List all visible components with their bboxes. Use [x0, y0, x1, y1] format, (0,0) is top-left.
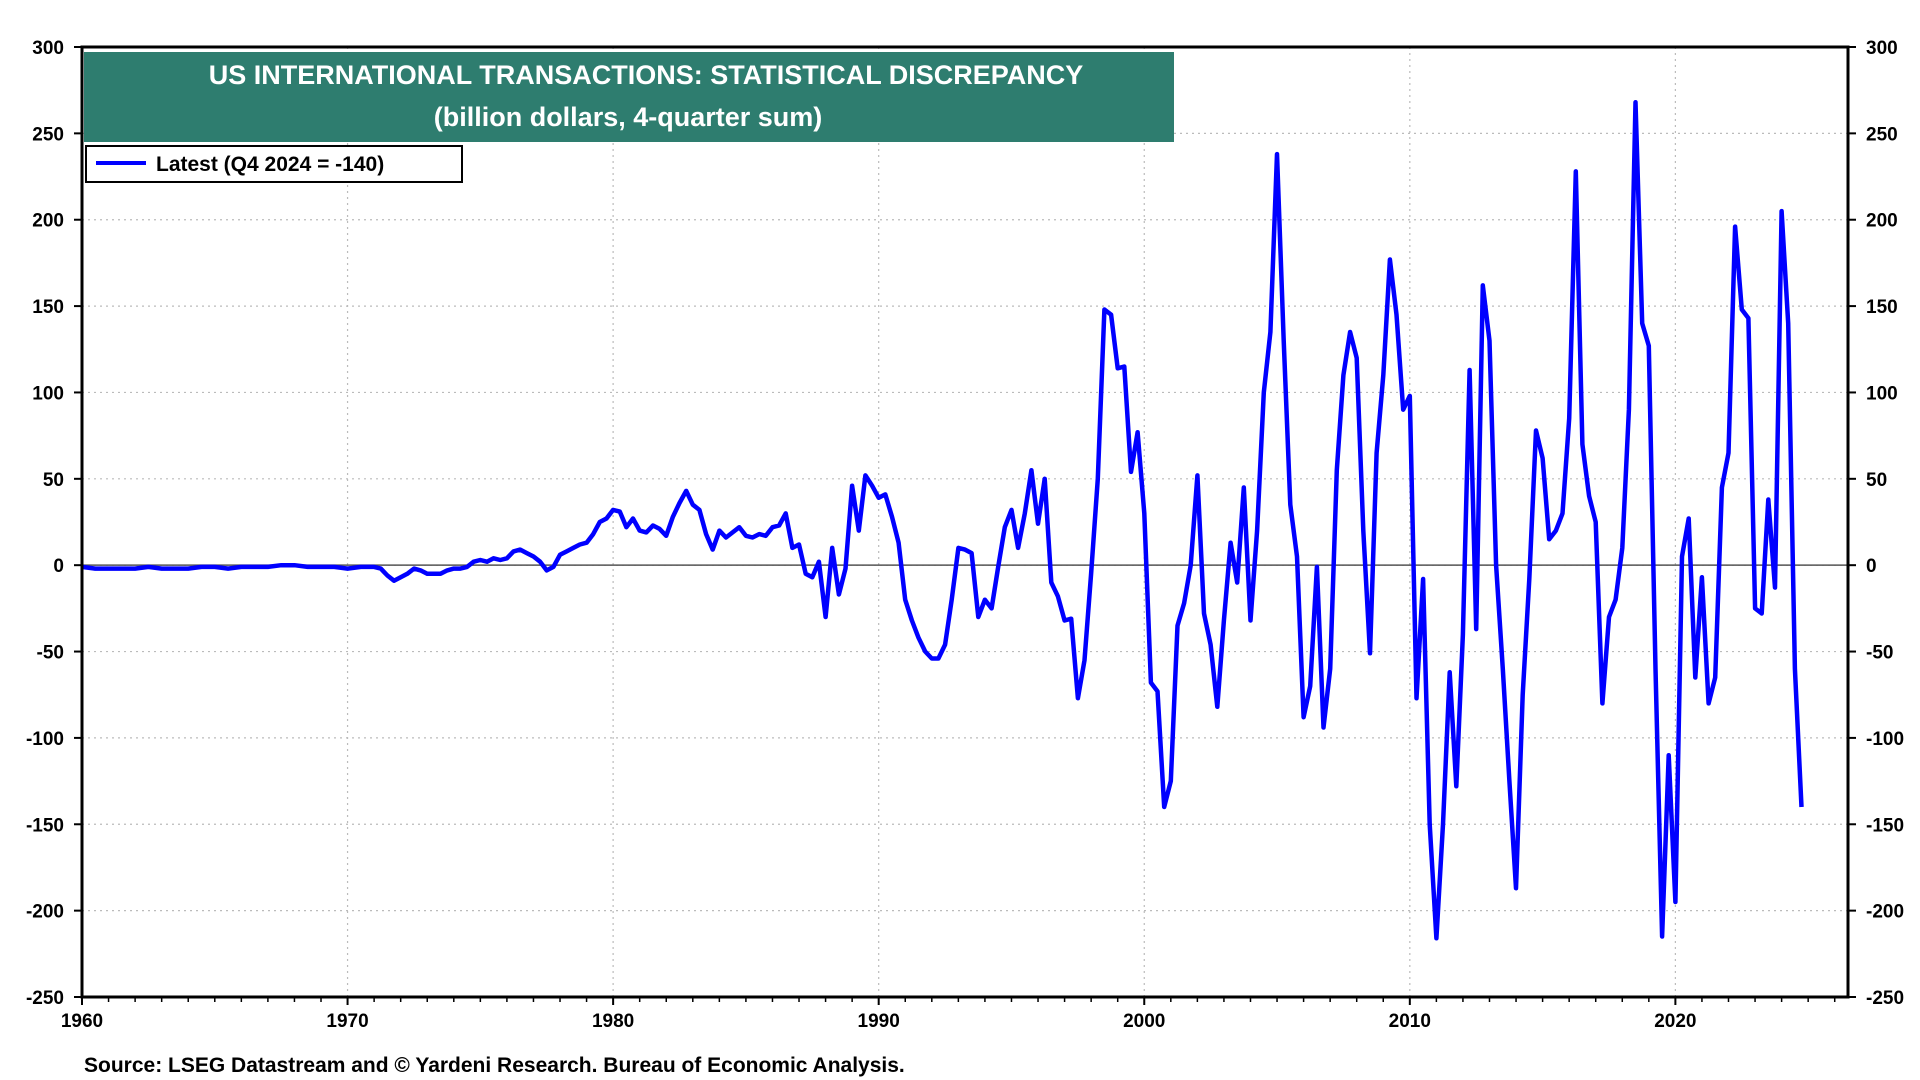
y-tick-label-right: 250: [1866, 124, 1898, 145]
x-tick-label: 1990: [858, 1011, 900, 1032]
y-tick-label: 250: [32, 124, 64, 145]
y-tick-label-right: 200: [1866, 211, 1898, 232]
y-tick-label-right: 100: [1866, 383, 1898, 404]
y-tick-label: -250: [26, 988, 64, 1009]
y-tick-label-right: -100: [1866, 729, 1904, 750]
plot-border: [80, 45, 1850, 999]
legend-label: Latest (Q4 2024 = -140): [156, 153, 384, 176]
x-tick-label: 1970: [326, 1011, 368, 1032]
x-tick-label: 1960: [61, 1011, 103, 1032]
axis-ticks: 300 300 250 250 200 200 150 150 100 100 50 50 0 0 -50 -…: [26, 38, 1904, 1032]
y-tick-label: 150: [32, 297, 64, 318]
y-tick-label: 300: [32, 38, 64, 59]
y-tick-label-right: 150: [1866, 297, 1898, 318]
y-tick-label-right: 300: [1866, 38, 1898, 59]
legend-box: [85, 145, 463, 183]
y-tick-label: 0: [53, 556, 64, 577]
chart-title: US INTERNATIONAL TRANSACTIONS: STATISTIC…: [209, 60, 1084, 90]
y-tick-label: 200: [32, 211, 64, 232]
y-tick-label-right: -150: [1866, 815, 1904, 836]
y-tick-label-right: -200: [1866, 902, 1904, 923]
series-line: [81, 100, 1804, 941]
gridlines: [82, 47, 1848, 997]
chart-subtitle: (billion dollars, 4-quarter sum): [434, 102, 823, 132]
series-layer: [81, 100, 1804, 941]
y-tick-label: -200: [26, 902, 64, 923]
source-note: Source: LSEG Datastream and © Yardeni Re…: [84, 1054, 905, 1077]
x-tick-label: 2000: [1123, 1011, 1165, 1032]
y-tick-label: -150: [26, 815, 64, 836]
y-tick-label-right: 0: [1866, 556, 1877, 577]
y-tick-label: -50: [37, 643, 64, 664]
x-tick-label: 2020: [1654, 1011, 1696, 1032]
y-tick-label: 50: [43, 470, 64, 491]
y-tick-label-right: 50: [1866, 470, 1887, 491]
y-tick-label-right: -250: [1866, 988, 1904, 1009]
x-tick-label: 2010: [1389, 1011, 1431, 1032]
legend: Latest (Q4 2024 = -140): [85, 145, 463, 183]
x-tick-label: 1980: [592, 1011, 634, 1032]
title-box: [84, 52, 1174, 142]
y-tick-label: 100: [32, 383, 64, 404]
y-tick-label-right: -50: [1866, 643, 1893, 664]
y-tick-label: -100: [26, 729, 64, 750]
